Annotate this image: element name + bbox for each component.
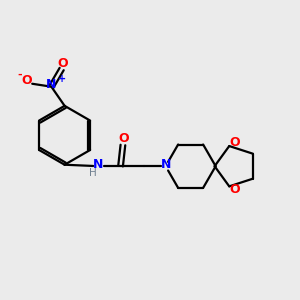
Text: -: - xyxy=(17,69,22,79)
Text: N: N xyxy=(93,158,104,171)
Text: N: N xyxy=(160,158,171,171)
Text: O: O xyxy=(58,57,68,70)
Text: N: N xyxy=(46,78,56,91)
Text: O: O xyxy=(229,183,240,196)
Text: O: O xyxy=(21,74,32,87)
Text: O: O xyxy=(229,136,240,149)
Text: O: O xyxy=(118,132,129,145)
Text: +: + xyxy=(58,74,66,84)
Text: H: H xyxy=(89,168,97,178)
